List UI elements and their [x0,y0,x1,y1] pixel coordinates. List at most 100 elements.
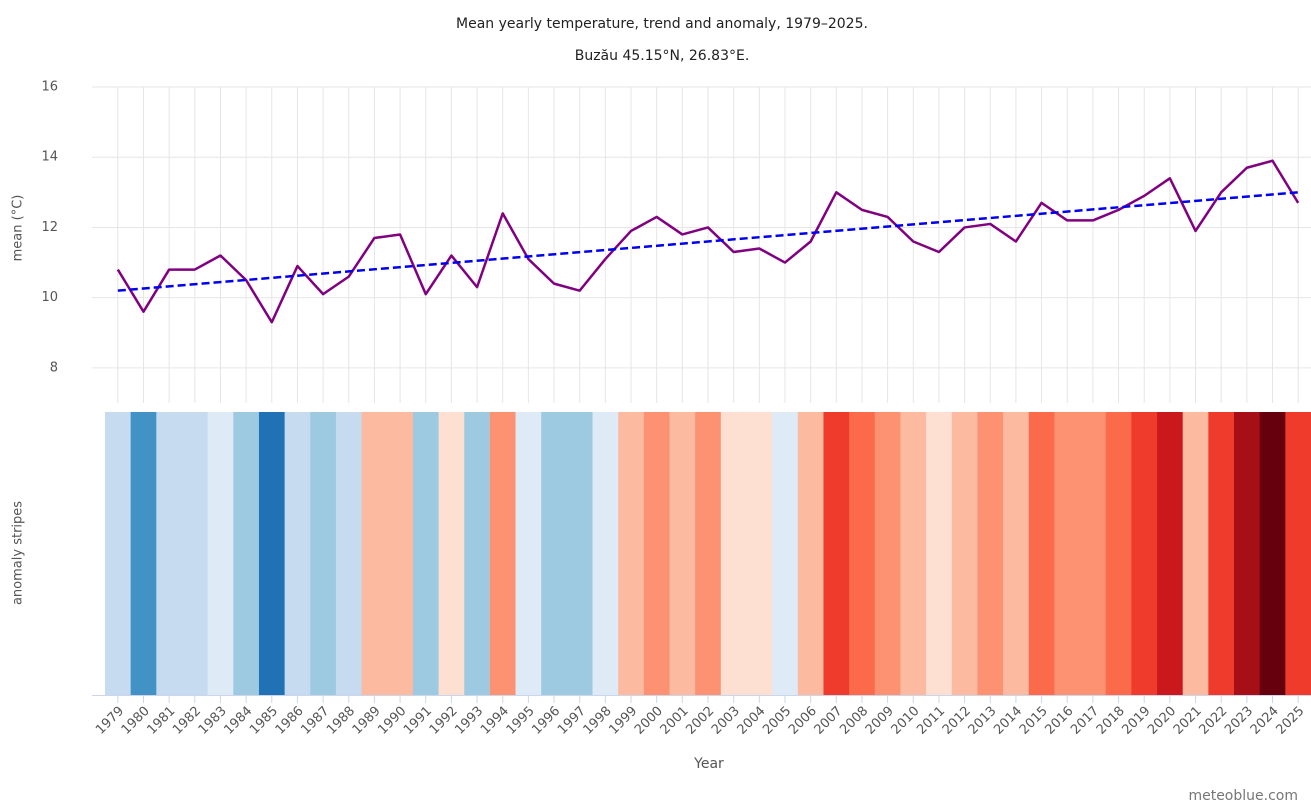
anomaly-stripe [720,412,747,695]
anomaly-stripe [361,412,388,695]
anomaly-stripe [1054,412,1081,695]
y-axis-label: mean (°C) [11,195,26,262]
x-tick-label: 2023 [1222,704,1256,738]
x-tick-label: 2013 [966,704,1000,738]
x-tick-label: 1984 [221,704,255,738]
x-tick-label: 2003 [709,704,743,738]
y-tick-label: 8 [50,360,58,375]
anomaly-stripe [412,412,440,695]
chart-subtitle: Buzău 45.15°N, 26.83°E. [575,48,750,64]
x-tick-label: 2024 [1248,704,1282,738]
anomaly-stripe [489,412,517,695]
anomaly-stripe [951,412,978,695]
anomaly-stripe [105,412,132,695]
anomaly-stripe [977,412,1004,695]
x-tick-label: 1991 [401,704,435,738]
x-tick-label: 1998 [581,704,615,738]
x-tick-label: 1980 [119,704,153,738]
x-tick-label: 2004 [735,704,769,738]
anomaly-stripe [874,412,901,695]
x-tick-label: 2005 [760,704,794,738]
x-tick-label: 2017 [1068,704,1102,738]
anomaly-stripe [130,412,157,695]
x-tick-label: 1985 [247,704,281,738]
anomaly-stripe [566,412,594,695]
anomaly-stripe [849,412,876,695]
anomaly-stripe [669,412,696,695]
anomaly-stripe [1234,412,1261,695]
y-tick-label: 12 [41,220,58,235]
y-tick-label: 10 [41,290,58,305]
anomaly-stripe [1208,412,1235,695]
x-tick-label: 1981 [144,704,178,738]
anomaly-stripe [772,412,799,695]
x-tick-label: 1988 [324,704,358,738]
x-tick-label: 2001 [658,704,692,738]
x-tick-label: 1994 [478,704,512,738]
x-tick-label: 2006 [786,704,820,738]
anomaly-stripe [1003,412,1030,695]
y-tick-label: 16 [41,80,58,95]
y-tick-label: 14 [41,150,58,165]
anomaly-stripe [823,412,850,695]
x-tick-label: 2018 [1094,704,1128,738]
x-tick-label: 2002 [683,704,717,738]
anomaly-stripe [592,412,619,695]
anomaly-stripe [156,412,183,695]
anomaly-stripe [1131,412,1158,695]
x-tick-label: 2022 [1196,704,1230,738]
x-tick-label: 1986 [273,704,307,738]
x-tick-label: 2020 [1145,704,1179,738]
anomaly-stripe [541,412,568,695]
temperature-line [116,159,1300,324]
x-tick-label: 2019 [1120,704,1154,738]
x-tick-label: 2009 [863,704,897,738]
anomaly-stripe [284,412,311,695]
x-axis-label: Year [693,756,724,772]
anomaly-stripe [233,412,260,695]
x-tick-label: 1996 [529,704,563,738]
x-tick-label: 2000 [632,704,666,738]
x-tick-label: 1987 [298,704,332,738]
anomaly-stripe [1105,412,1132,695]
credit: meteoblue.com [1188,788,1298,803]
x-tick-label: 2016 [1043,704,1077,738]
anomaly-stripe [258,412,286,695]
chart-title: Mean yearly temperature, trend and anoma… [456,16,868,32]
x-tick-label: 1989 [350,704,384,738]
x-tick-label: 2007 [812,704,846,738]
anomaly-stripe [181,412,209,695]
x-tick-label: 1999 [606,704,640,738]
anomaly-stripe [1285,412,1311,695]
anomaly-stripe [1157,412,1184,695]
x-tick-label: 2008 [837,704,871,738]
x-tick-label: 1995 [504,704,538,738]
anomaly-stripe [310,412,337,695]
anomaly-stripe [643,412,671,695]
x-tick-label: 1982 [170,704,204,738]
anomaly-stripe [746,412,773,695]
x-tick-label: 2015 [1017,704,1051,738]
anomaly-stripe [926,412,953,695]
anomaly-stripe [1028,412,1055,695]
x-tick-label: 1997 [555,704,589,738]
x-tick-label: 1979 [93,704,127,738]
anomaly-stripe [1182,412,1209,695]
anomaly-stripe [438,412,465,695]
anomaly-stripe [335,412,363,695]
x-tick-label: 1993 [452,704,486,738]
anomaly-stripe [1259,412,1286,695]
trend-line [117,191,1299,292]
anomaly-stripe [464,412,491,695]
x-tick-label: 2011 [914,704,948,738]
anomaly-stripe [1080,412,1107,695]
stripes-label: anomaly stripes [11,501,26,605]
anomaly-stripe [797,412,824,695]
anomaly-stripe [900,412,927,695]
anomaly-stripe [515,412,542,695]
x-tick-label: 2012 [940,704,974,738]
x-tick-label: 2025 [1273,704,1307,738]
x-tick-label: 1983 [196,704,230,738]
x-tick-label: 2021 [1171,704,1205,738]
